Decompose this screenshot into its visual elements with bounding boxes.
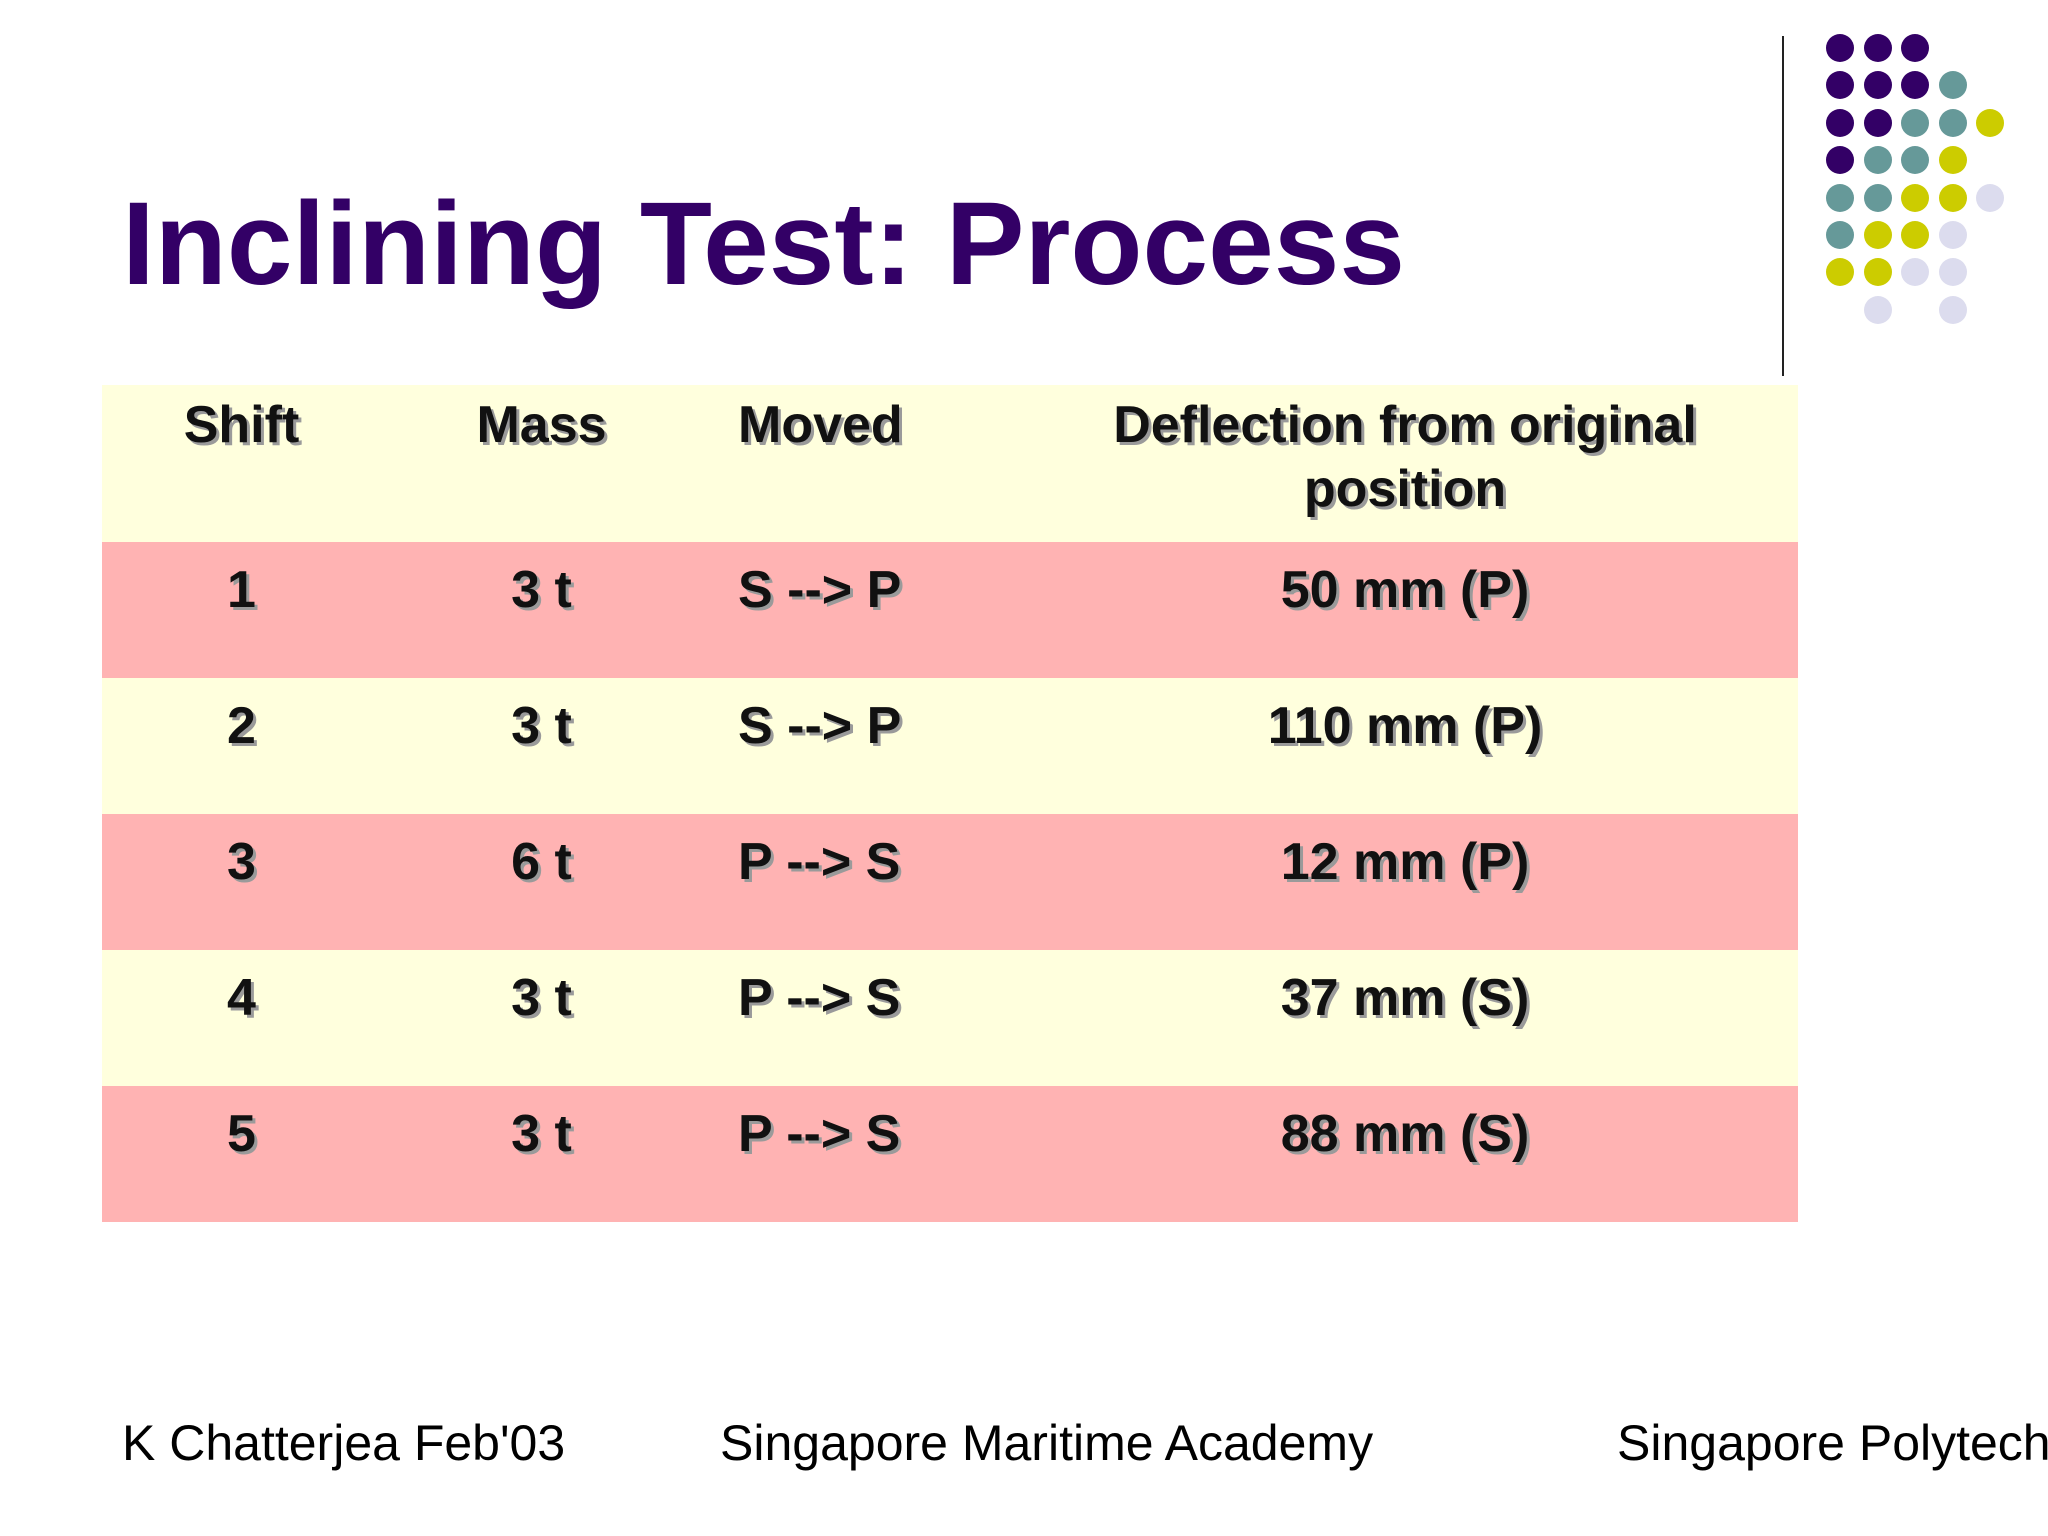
header-deflection-line1: Deflection from original bbox=[1113, 396, 1697, 454]
cell-deflection: 88 mm (S) bbox=[1280, 1105, 1530, 1163]
footer-polytechnic: Singapore Polytech bbox=[1617, 1415, 2048, 1471]
cell-mass: 6 t bbox=[511, 833, 572, 891]
decorative-dot bbox=[1939, 184, 1967, 212]
header-deflection: Deflection from original position bbox=[1012, 385, 1798, 542]
decorative-dot bbox=[1864, 109, 1892, 137]
cell-moved: S --> P bbox=[738, 561, 902, 619]
decorative-dot bbox=[1864, 221, 1892, 249]
table-row: 3 6 t P --> S 12 mm (P) bbox=[102, 814, 1798, 950]
decorative-dot bbox=[1976, 109, 2004, 137]
cell-shift: 4 bbox=[227, 969, 256, 1027]
cell-shift: 2 bbox=[227, 697, 256, 755]
decorative-dot bbox=[1901, 221, 1929, 249]
cell-mass: 3 t bbox=[511, 561, 572, 619]
decorative-dot bbox=[1864, 296, 1892, 324]
decorative-dot bbox=[1864, 258, 1892, 286]
header-deflection-line2: position bbox=[1303, 460, 1507, 518]
decorative-dot bbox=[1939, 296, 1967, 324]
table-header-row: Shift Mass Moved Deflection from origina… bbox=[102, 385, 1798, 542]
decorative-dot bbox=[1826, 258, 1854, 286]
cell-moved: P --> S bbox=[738, 833, 901, 891]
cell-deflection: 12 mm (P) bbox=[1280, 833, 1530, 891]
decorative-dot bbox=[1826, 221, 1854, 249]
table-row: 2 3 t S --> P 110 mm (P) bbox=[102, 678, 1798, 814]
decorative-dot bbox=[1864, 34, 1892, 62]
cell-moved: P --> S bbox=[738, 969, 901, 1027]
decorative-dot bbox=[1864, 146, 1892, 174]
decorative-dot bbox=[1826, 34, 1854, 62]
decorative-dot bbox=[1901, 146, 1929, 174]
header-moved: Moved bbox=[738, 396, 903, 454]
footer-author: K Chatterjea Feb'03 bbox=[122, 1415, 566, 1471]
cell-moved: P --> S bbox=[738, 1105, 901, 1163]
cell-deflection: 110 mm (P) bbox=[1267, 697, 1543, 755]
cell-deflection: 50 mm (P) bbox=[1280, 561, 1530, 619]
cell-mass: 3 t bbox=[511, 697, 572, 755]
decorative-dot bbox=[1939, 221, 1967, 249]
cell-shift: 5 bbox=[227, 1105, 256, 1163]
decorative-dot bbox=[1826, 184, 1854, 212]
cell-mass: 3 t bbox=[511, 1105, 572, 1163]
cell-moved: S --> P bbox=[738, 697, 902, 755]
footer-academy: Singapore Maritime Academy bbox=[720, 1415, 1374, 1471]
decorative-dot bbox=[1826, 109, 1854, 137]
cell-shift: 1 bbox=[227, 561, 256, 619]
decorative-dot bbox=[1901, 34, 1929, 62]
decorative-dot bbox=[1901, 258, 1929, 286]
decorative-dot bbox=[1864, 71, 1892, 99]
decorative-dot bbox=[1901, 184, 1929, 212]
decorative-dot bbox=[1864, 184, 1892, 212]
decorative-dot bbox=[1901, 109, 1929, 137]
table-row: 1 3 t S --> P 50 mm (P) bbox=[102, 542, 1798, 678]
slide-title: Inclining Test: Process bbox=[122, 178, 1406, 310]
cell-shift: 3 bbox=[227, 833, 256, 891]
decorative-dot bbox=[1901, 71, 1929, 99]
header-shift: Shift bbox=[183, 396, 300, 454]
cell-deflection: 37 mm (S) bbox=[1280, 969, 1530, 1027]
decorative-dot bbox=[1939, 71, 1967, 99]
decorative-dot bbox=[1826, 71, 1854, 99]
header-mass: Mass bbox=[476, 396, 607, 454]
table-row: 5 3 t P --> S 88 mm (S) bbox=[102, 1086, 1798, 1222]
decorative-dot bbox=[1939, 109, 1967, 137]
table-row: 4 3 t P --> S 37 mm (S) bbox=[102, 950, 1798, 1086]
vertical-divider bbox=[1782, 36, 1784, 376]
decorative-dot bbox=[1976, 184, 2004, 212]
inclining-test-table: Shift Mass Moved Deflection from origina… bbox=[102, 385, 1798, 1222]
decorative-dot bbox=[1939, 146, 1967, 174]
decorative-dot bbox=[1939, 258, 1967, 286]
decorative-dot bbox=[1826, 146, 1854, 174]
cell-mass: 3 t bbox=[511, 969, 572, 1027]
